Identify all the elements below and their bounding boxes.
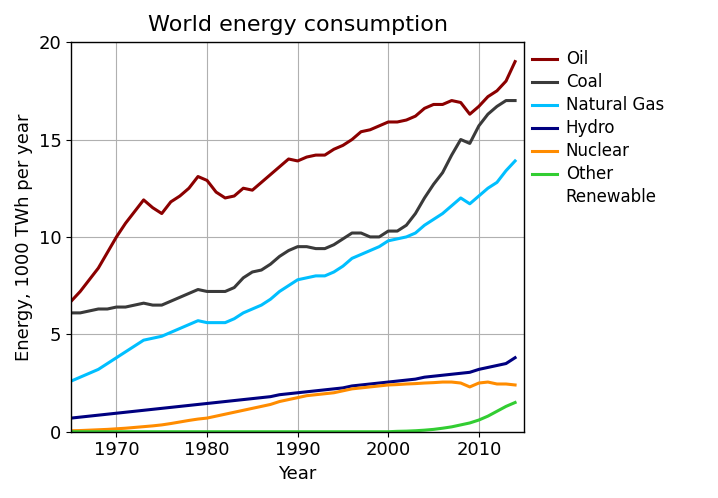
X-axis label: Year: Year	[279, 465, 317, 483]
Legend: Oil, Coal, Natural Gas, Hydro, Nuclear, Other, Renewable: Oil, Coal, Natural Gas, Hydro, Nuclear, …	[533, 50, 664, 207]
Y-axis label: Energy, 1000 TWh per year: Energy, 1000 TWh per year	[15, 113, 33, 361]
Title: World energy consumption: World energy consumption	[148, 15, 447, 35]
